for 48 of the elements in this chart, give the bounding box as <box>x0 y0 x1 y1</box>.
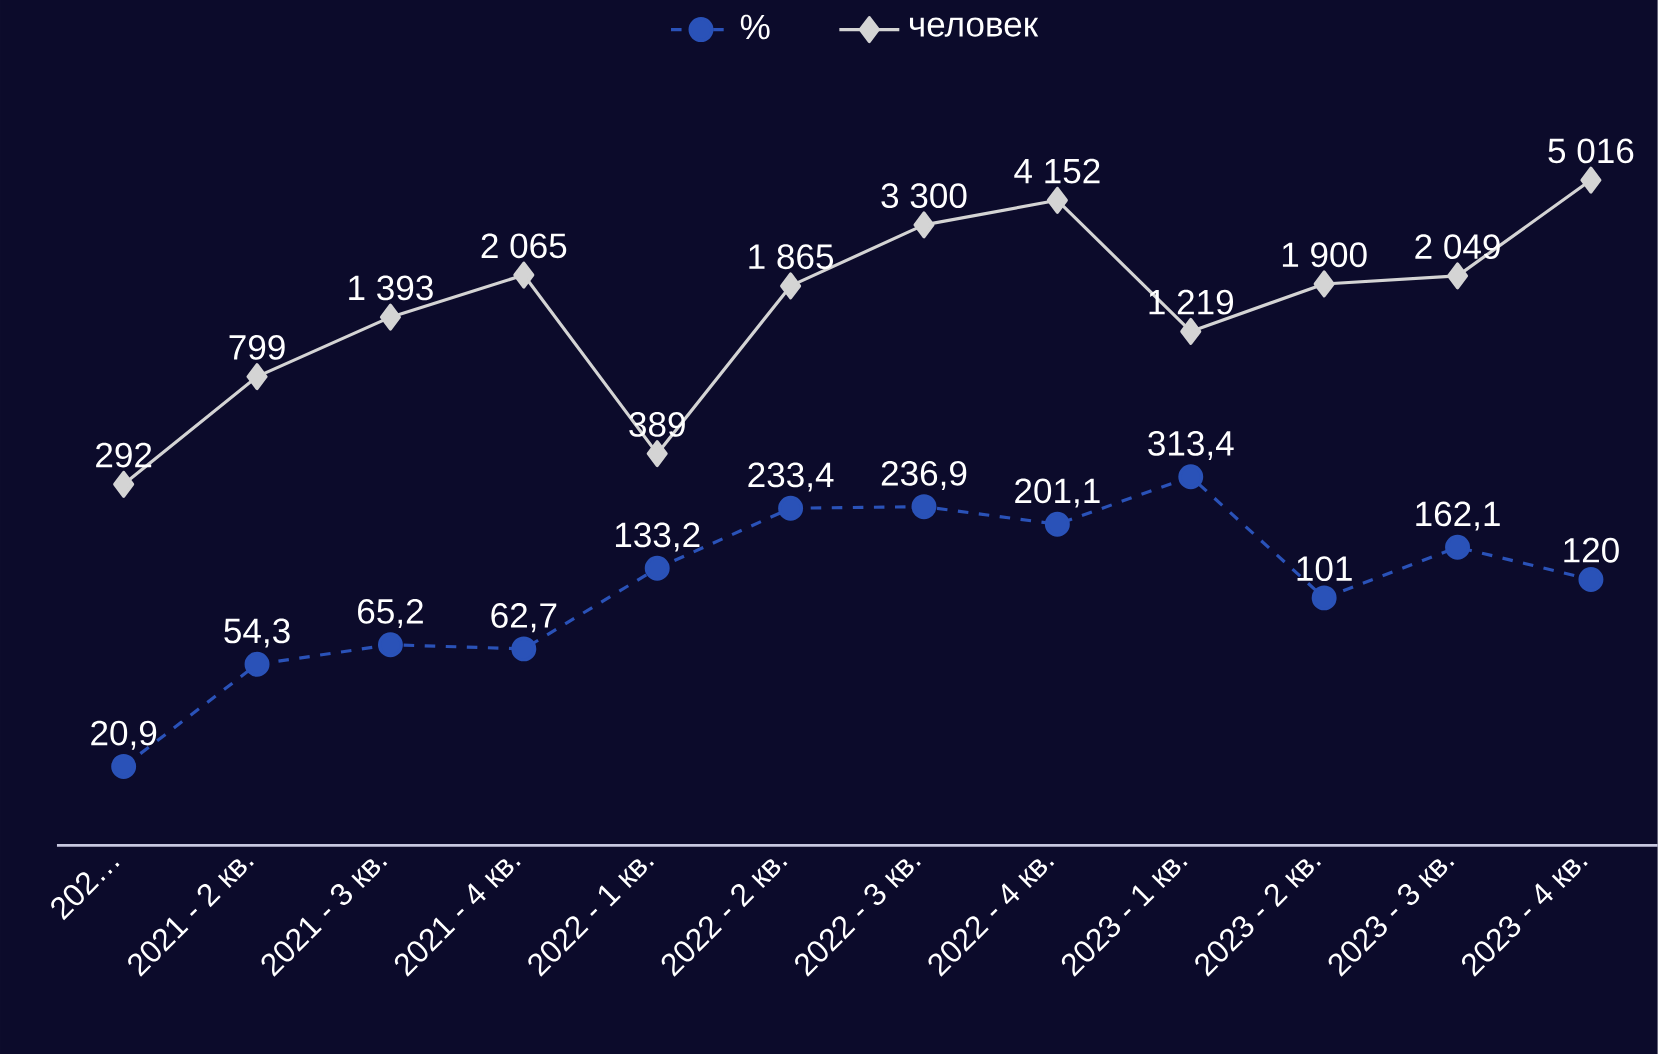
data-label: 101 <box>1297 556 1352 582</box>
data-label: 133,2 <box>615 522 700 552</box>
point <box>644 555 670 581</box>
point <box>1180 317 1202 345</box>
point <box>379 303 401 331</box>
legend-label: % <box>740 14 770 40</box>
point <box>246 363 268 391</box>
point <box>911 494 937 520</box>
point <box>1178 464 1204 490</box>
data-label: 62,7 <box>491 603 557 633</box>
point <box>1580 166 1602 194</box>
legend-label: человек <box>909 17 1039 37</box>
data-label: 1 900 <box>1282 242 1367 268</box>
data-label: 233,4 <box>748 462 834 492</box>
point <box>377 632 403 658</box>
data-label: 201,1 <box>1015 478 1100 508</box>
point <box>111 753 137 779</box>
point <box>913 211 935 239</box>
point <box>780 272 802 300</box>
point <box>113 470 135 498</box>
point <box>1046 186 1068 214</box>
point <box>1578 566 1604 592</box>
data-label: 3 300 <box>881 183 967 209</box>
data-label: 1 393 <box>349 275 433 301</box>
data-label: 236,9 <box>881 460 967 490</box>
data-label: 120 <box>1564 537 1619 563</box>
point <box>778 495 804 521</box>
data-label: 2 065 <box>481 233 567 259</box>
data-label: 2 049 <box>1415 234 1500 259</box>
data-label: 4 152 <box>1014 158 1100 184</box>
data-label: 65,2 <box>358 598 423 628</box>
point <box>1447 262 1469 290</box>
data-label: 799 <box>229 334 285 360</box>
point <box>1044 511 1070 537</box>
data-label: 5 016 <box>1548 138 1634 164</box>
data-label: 313,4 <box>1148 430 1234 460</box>
point <box>513 261 535 289</box>
point <box>1313 270 1335 298</box>
data-label: 20,9 <box>91 720 157 750</box>
point <box>1311 585 1337 611</box>
point <box>1445 534 1471 560</box>
data-label: 1 865 <box>749 244 834 270</box>
point <box>511 636 537 662</box>
data-label: 162,1 <box>1416 501 1500 531</box>
data-label: 54,3 <box>224 618 290 648</box>
point <box>244 651 270 677</box>
data-label: 292 <box>96 442 152 468</box>
point <box>646 440 668 468</box>
